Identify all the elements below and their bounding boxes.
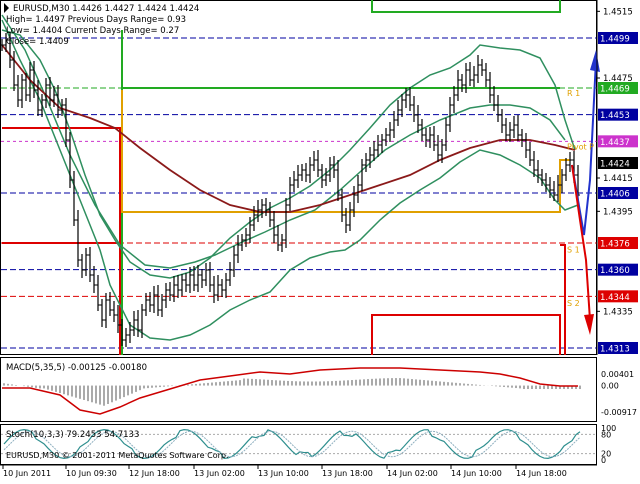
macd-histogram bbox=[2, 367, 581, 415]
triangle-icon bbox=[4, 3, 9, 13]
pivot-label: R 1 bbox=[567, 89, 580, 98]
pivot-label: Pivot P bbox=[567, 142, 594, 151]
price-badge-label: 1.4437 bbox=[600, 138, 630, 148]
price-label: 1.4335 bbox=[603, 307, 633, 317]
price-label: 1.4475 bbox=[603, 74, 633, 84]
time-label: 12 Jun 18:00 bbox=[129, 469, 180, 478]
red-range-box-3 bbox=[371, 314, 561, 355]
macd-panel[interactable]: MACD(5,35,5) -0.00125 -0.00180 bbox=[0, 357, 597, 422]
price-label: 1.4395 bbox=[603, 207, 633, 217]
header-line-2: High= 1.4497 Previous Days Range= 0.93 bbox=[6, 15, 186, 25]
price-badge bbox=[598, 237, 638, 249]
price-badge-label: 1.4344 bbox=[600, 293, 630, 303]
price-badge bbox=[598, 32, 638, 44]
price-badge-label: 1.4424 bbox=[600, 160, 630, 170]
pivot-label: S 1 bbox=[567, 246, 580, 255]
macd-signal-line bbox=[2, 367, 578, 415]
price-badge bbox=[598, 135, 638, 148]
header-line-3: Low= 1.4404 Current Days Range= 0.27 bbox=[6, 26, 179, 36]
stoch-title: Stoch(10,3,3) 79.2453 54.7133 bbox=[6, 430, 139, 440]
stoch-axis-label: 100 bbox=[601, 424, 616, 433]
time-label: 14 Jun 10:00 bbox=[451, 469, 502, 478]
stoch-axis-label: 0 bbox=[601, 456, 606, 465]
price-badge-label: 1.4499 bbox=[600, 35, 630, 45]
bollinger-bands bbox=[1, 14, 579, 341]
arrow-down-icon bbox=[584, 314, 594, 335]
macd-axis-label: 0.00 bbox=[601, 382, 619, 391]
pivot-label: S 2 bbox=[567, 299, 580, 308]
stochastic-lines bbox=[1, 428, 597, 460]
macd-title: MACD(5,35,5) -0.00125 -0.00180 bbox=[6, 363, 147, 373]
stoch-d-line bbox=[3, 430, 581, 458]
time-label: 10 Jun 09:30 bbox=[66, 469, 117, 478]
red-range-box-1 bbox=[2, 127, 121, 355]
price-badge-label: 1.4406 bbox=[600, 190, 630, 200]
forecast-arrows bbox=[571, 50, 600, 335]
price-badge bbox=[598, 82, 638, 94]
stoch-k-line bbox=[3, 428, 581, 460]
red-range-box-4 bbox=[560, 244, 566, 355]
orange-pivot-box bbox=[121, 90, 570, 213]
price-label: 1.4415 bbox=[603, 174, 633, 184]
price-badge bbox=[598, 342, 638, 354]
time-label: 13 Jun 18:00 bbox=[322, 469, 373, 478]
header-line-1: EURUSD,M30 1.4426 1.4427 1.4424 1.4424 bbox=[13, 4, 199, 14]
price-badge bbox=[598, 290, 638, 303]
price-badge bbox=[598, 263, 638, 276]
time-label: 10 Jun 2011 bbox=[3, 469, 51, 478]
range-boxes bbox=[2, 0, 570, 355]
header-line-4: Close= 1.4409 bbox=[6, 37, 69, 47]
chart-header: EURUSD,M30 1.4426 1.4427 1.4424 1.4424 H… bbox=[4, 3, 199, 47]
price-badge-label: 1.4313 bbox=[600, 345, 630, 355]
price-panel[interactable]: R 1 Pivot P S 1 S 2 EURUSD,M30 1.4426 1.442… bbox=[0, 0, 600, 355]
price-badge-label: 1.4360 bbox=[600, 266, 630, 276]
price-label: 1.4515 bbox=[603, 7, 633, 17]
price-badge-label: 1.4469 bbox=[600, 85, 630, 95]
macd-panel-frame bbox=[0, 357, 597, 422]
red-forecast-arrow bbox=[571, 164, 591, 321]
pivot-labels: R 1 Pivot P S 1 S 2 bbox=[567, 89, 594, 308]
macd-axis-label: -0.00917 bbox=[601, 408, 637, 417]
stoch-axis-label: 80 bbox=[601, 430, 611, 439]
time-label: 13 Jun 02:00 bbox=[194, 469, 245, 478]
macd-axis-label: 0.00401 bbox=[601, 370, 634, 379]
time-label: 14 Jun 02:00 bbox=[387, 469, 438, 478]
stochastic-panel[interactable]: Stoch(10,3,3) 79.2453 54.7133 EURUSD,M30… bbox=[0, 424, 598, 465]
stoch-axis-label: 20 bbox=[601, 450, 611, 459]
green-range-top bbox=[371, 0, 561, 13]
copyright-text: EURUSD,M30 © 2001-2011 MetaQuotes Softwa… bbox=[6, 451, 229, 460]
time-axis: 10 Jun 2011 10 Jun 09:30 12 Jun 18:00 13 Ju… bbox=[0, 464, 597, 478]
price-badge bbox=[598, 157, 638, 169]
price-badge bbox=[598, 187, 638, 199]
bollinger-middle bbox=[1, 14, 566, 269]
price-badge-label: 1.4376 bbox=[600, 240, 630, 250]
bollinger-lower bbox=[1, 19, 579, 341]
time-label: 14 Jun 18:00 bbox=[516, 469, 567, 478]
moving-average bbox=[1, 44, 576, 213]
price-badge-label: 1.4453 bbox=[600, 111, 630, 121]
price-badge bbox=[598, 108, 638, 121]
time-label: 13 Jun 10:00 bbox=[258, 469, 309, 478]
macd-axis: 0.00401 0.00 -0.00917 bbox=[601, 370, 637, 417]
